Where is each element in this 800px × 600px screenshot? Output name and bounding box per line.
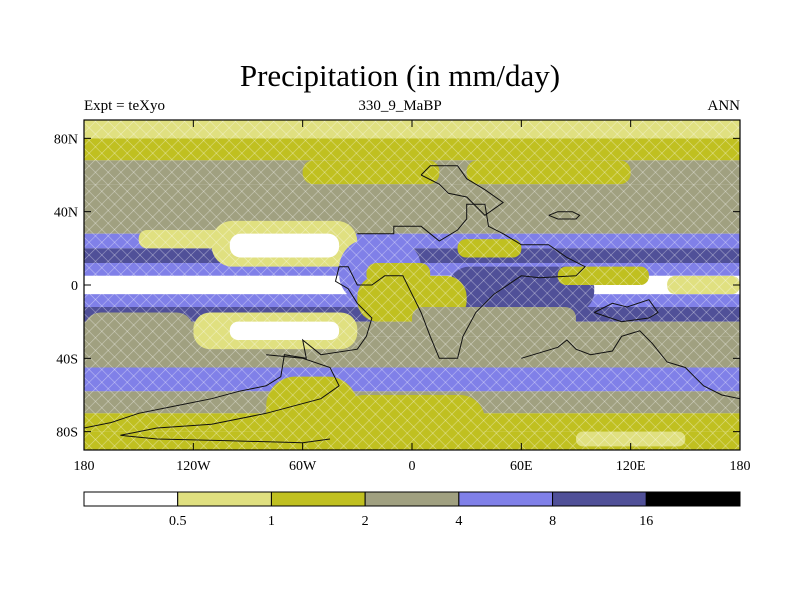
y-tick-label-4: 80S: [56, 426, 78, 441]
x-tick-label-1: 120W: [176, 459, 211, 474]
x-tick-label-5: 120E: [616, 459, 646, 474]
colorbar-label-2: 2: [362, 514, 369, 529]
colorbar-box-6: [645, 491, 741, 507]
colorbar-label-0: 0.5: [169, 514, 187, 529]
x-tick-label-3: 0: [409, 459, 416, 474]
y-tick-label-2: 0: [71, 279, 78, 294]
experiment-label: Expt = teXyo: [84, 98, 165, 114]
season-label: ANN: [707, 98, 741, 114]
y-tick-label-1: 40N: [54, 206, 78, 221]
colorbar-box-4: [458, 491, 554, 507]
stipple-overlay: [84, 120, 740, 450]
coastline-4: [593, 299, 659, 323]
colorbar-label-1: 1: [268, 514, 275, 529]
x-tick-label-2: 60W: [289, 459, 317, 474]
colorbar-label-4: 8: [549, 514, 556, 529]
coastline-2: [420, 165, 504, 216]
coastline-3: [521, 330, 740, 400]
colorbar-box-5: [552, 491, 647, 507]
y-tick-label-3: 40S: [56, 352, 78, 367]
axis-ticks: 180 120W 60W 0 60E 120E 180 80N 40N 0 40S 80S: [54, 120, 751, 474]
x-tick-label-4: 60E: [510, 459, 533, 474]
coastline-0: [84, 203, 586, 429]
chart-title: Precipitation (in mm/day): [239, 58, 561, 93]
x-tick-label-6: 180: [730, 459, 751, 474]
colorbar: 0.5 1 2 4 8 16: [83, 491, 741, 529]
x-tick-label-0: 180: [74, 459, 95, 474]
run-label: 330_9_MaBP: [358, 98, 442, 114]
colorbar-box-0: [83, 491, 179, 507]
coastline-layer: [84, 165, 740, 444]
colorbar-box-1: [177, 491, 272, 507]
colorbar-label-5: 16: [639, 514, 653, 529]
colorbar-box-2: [270, 491, 366, 507]
colorbar-label-3: 4: [455, 514, 462, 529]
coastline-1: [120, 354, 340, 444]
coastline-5: [548, 211, 581, 220]
y-tick-label-0: 80N: [54, 132, 78, 147]
colorbar-box-3: [364, 491, 460, 507]
